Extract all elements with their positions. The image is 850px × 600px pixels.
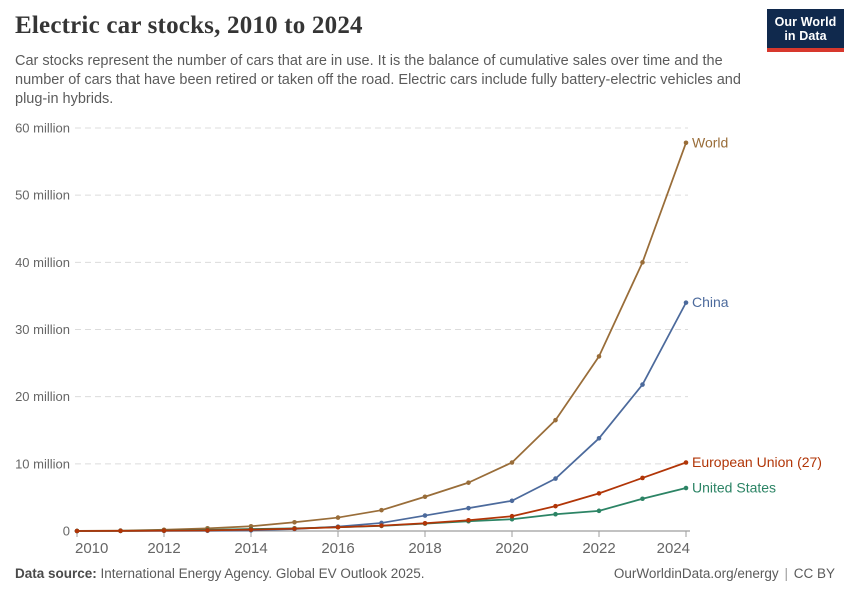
series-dot-china-2024: [683, 300, 689, 305]
y-tick-label: 10 million: [15, 456, 70, 471]
series-dot-china-2023: [640, 382, 645, 387]
series-dot-european-union-27-2013: [205, 528, 210, 533]
data-source-text: International Energy Agency. Global EV O…: [96, 566, 425, 581]
x-tick-label: 2024: [657, 540, 690, 557]
series-dot-united-states-2023: [640, 496, 645, 502]
series-label-world[interactable]: World: [692, 134, 728, 150]
series-dot-european-union-27-2017: [379, 523, 384, 528]
series-dot-united-states-2024: [683, 485, 689, 491]
x-tick-label: 2022: [582, 540, 615, 557]
series-dot-china-2019: [466, 505, 471, 511]
x-tick-label: 2014: [234, 540, 267, 557]
series-dot-european-union-27-2010: [74, 528, 80, 534]
series-dot-china-2022: [596, 436, 602, 441]
series-dot-european-union-27-2019: [466, 517, 471, 523]
series-dot-world-2015: [292, 519, 297, 525]
owid-logo[interactable]: Our World in Data: [767, 9, 844, 52]
x-tick-label: 2020: [495, 540, 528, 557]
x-tick-label: 2018: [408, 540, 441, 557]
data-source: Data source: International Energy Agency…: [15, 566, 425, 581]
series-label-european-union-27[interactable]: European Union (27): [692, 454, 822, 470]
data-source-label: Data source:: [15, 566, 97, 581]
series-dot-european-union-27-2024: [683, 460, 689, 465]
series-dot-world-2021: [553, 417, 558, 423]
x-tick-label: 2016: [321, 540, 354, 557]
series-dot-world-2020: [509, 460, 515, 465]
series-dot-world-2016: [335, 515, 341, 520]
owid-logo-line1: Our World: [774, 14, 837, 29]
series-dot-european-union-27-2016: [335, 525, 341, 530]
series-line-china[interactable]: [76, 302, 687, 532]
series-line-world[interactable]: [76, 142, 687, 532]
series-dot-united-states-2022: [596, 508, 602, 514]
series-dot-european-union-27-2023: [640, 475, 645, 481]
series-dot-european-union-27-2014: [248, 527, 254, 532]
series-dot-european-union-27-2022: [596, 491, 602, 496]
footer-separator: |: [784, 566, 788, 581]
owid-url-link[interactable]: OurWorldinData.org/energy: [613, 566, 779, 581]
series-dot-china-2021: [553, 476, 558, 481]
y-tick-label: 40 million: [15, 255, 70, 270]
series-dot-world-2019: [466, 480, 471, 485]
owid-logo-line2: in Data: [784, 28, 827, 43]
series-dot-world-2024: [683, 140, 689, 146]
x-tick-label: 2012: [147, 540, 180, 557]
series-dot-european-union-27-2011: [118, 528, 123, 534]
y-tick-label: 20 million: [15, 389, 70, 404]
series-dot-world-2018: [422, 494, 428, 500]
series-dot-china-2018: [422, 513, 428, 518]
series-label-china[interactable]: China: [692, 294, 729, 310]
series-label-united-states[interactable]: United States: [692, 480, 776, 496]
series-dot-european-union-27-2015: [292, 526, 297, 531]
y-tick-label: 60 million: [15, 121, 70, 136]
footer-links: OurWorldinData.org/energy | CC BY: [614, 566, 835, 581]
series-dot-european-union-27-2018: [422, 520, 428, 526]
chart-canvas: 0 10 million 20 million 30 million 40 millio…: [15, 121, 822, 558]
y-tick-label: 50 million: [15, 188, 70, 203]
series-dot-world-2023: [640, 260, 645, 265]
series-dot-united-states-2021: [553, 511, 558, 517]
chart-subtitle: Car stocks represent the number of cars …: [15, 53, 741, 107]
license-link[interactable]: CC BY: [793, 566, 835, 581]
series-dot-european-union-27-2020: [509, 513, 515, 519]
chart-footer: Data source: International Energy Agency…: [15, 566, 835, 581]
x-tick-label: 2010: [75, 540, 108, 557]
series-dot-european-union-27-2012: [161, 528, 167, 533]
series-dot-european-union-27-2021: [553, 503, 558, 509]
y-tick-label: 30 million: [15, 322, 70, 337]
y-tick-label: 0: [63, 524, 70, 539]
series-dot-china-2020: [509, 498, 515, 504]
series-dot-world-2022: [596, 354, 602, 359]
series-dot-world-2017: [379, 507, 384, 513]
chart-title: Electric car stocks, 2010 to 2024: [15, 12, 363, 39]
